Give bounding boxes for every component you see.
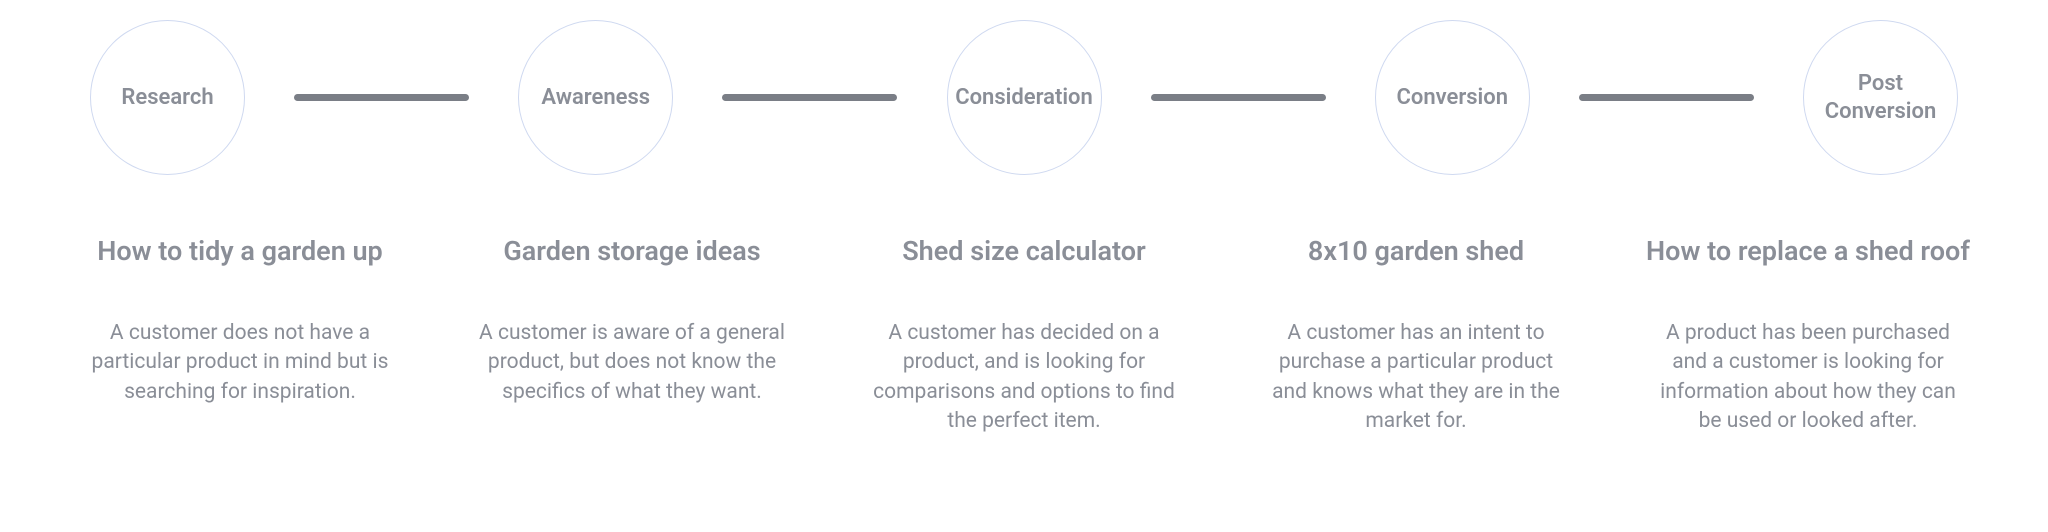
stage-circle-consideration: Consideration — [947, 20, 1102, 175]
stage-connector — [1151, 94, 1326, 101]
stage-connector — [722, 94, 897, 101]
stage-circles-row: Research Awareness Consideration Convers… — [40, 20, 2008, 175]
stage-description-research: A customer does not have a particular pr… — [60, 319, 420, 437]
stage-titles-row: How to tidy a garden up Garden storage i… — [40, 235, 2008, 269]
stage-circle-label: Awareness — [529, 84, 662, 112]
stage-circle-post-conversion: Post Conversion — [1803, 20, 1958, 175]
stage-descriptions-row: A customer does not have a particular pr… — [40, 319, 2008, 437]
stage-circle-label: Research — [109, 84, 225, 112]
stage-description-awareness: A customer is aware of a general product… — [452, 319, 812, 437]
stage-title-awareness: Garden storage ideas — [452, 235, 812, 269]
stage-circle-label: Post Conversion — [1804, 70, 1957, 125]
stage-circle-label: Conversion — [1384, 84, 1520, 112]
customer-journey-diagram: Research Awareness Consideration Convers… — [40, 20, 2008, 512]
stage-title-conversion: 8x10 garden shed — [1236, 235, 1596, 269]
stage-circle-awareness: Awareness — [518, 20, 673, 175]
stage-connector — [294, 94, 469, 101]
stage-circle-label: Consideration — [943, 84, 1105, 112]
stage-title-consideration: Shed size calculator — [844, 235, 1204, 269]
stage-description-post-conversion: A product has been purchased and a custo… — [1628, 319, 1988, 437]
stage-title-research: How to tidy a garden up — [60, 235, 420, 269]
stage-title-post-conversion: How to replace a shed roof — [1628, 235, 1988, 269]
stage-connector — [1579, 94, 1754, 101]
stage-description-consideration: A customer has decided on a product, and… — [844, 319, 1204, 437]
stage-circle-research: Research — [90, 20, 245, 175]
stage-circle-conversion: Conversion — [1375, 20, 1530, 175]
stage-description-conversion: A customer has an intent to purchase a p… — [1236, 319, 1596, 437]
